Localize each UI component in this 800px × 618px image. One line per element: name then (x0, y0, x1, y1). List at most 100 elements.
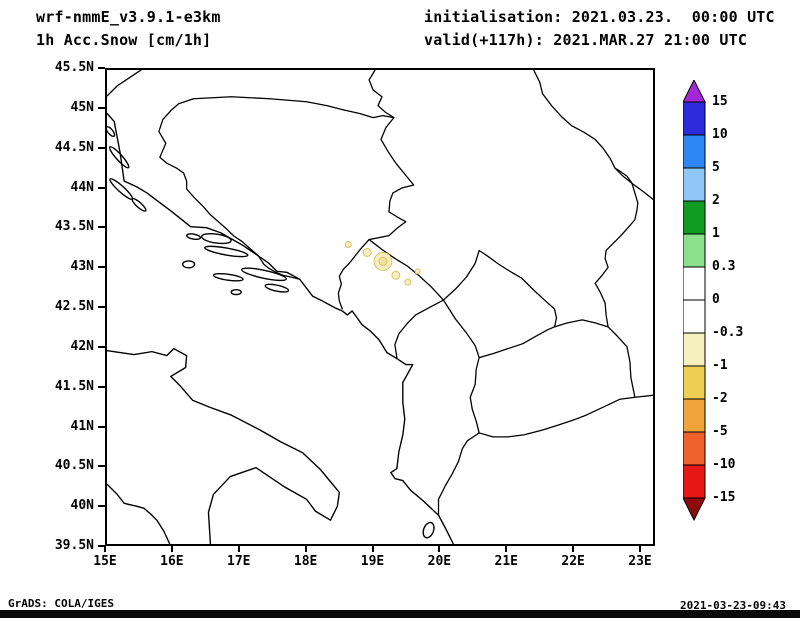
lat-tick-mark (98, 465, 105, 468)
border-serbia-bulgaria (594, 167, 639, 328)
border-croatia-bosnia-west (158, 98, 301, 280)
colorbar-segment (683, 398, 706, 433)
lon-tick-label: 16E (160, 554, 184, 569)
coastline-italy-tyrrhenian (107, 483, 171, 544)
colorbar-level-label: 1 (712, 226, 720, 241)
bottom-bar (0, 610, 800, 618)
colorbar-level-label: 15 (712, 94, 728, 109)
border-albania-macedonia (469, 356, 480, 434)
island (108, 146, 130, 169)
colorbar (683, 80, 706, 522)
lat-tick-label: 42.5N (54, 299, 94, 314)
lat-tick-mark (98, 345, 105, 348)
colorbar-level-label: 0 (712, 292, 720, 307)
map-svg (107, 70, 653, 544)
model-title: wrf-nmmE_v3.9.1-e3km (36, 8, 221, 26)
lat-tick-label: 43.5N (54, 219, 94, 235)
border-serbia-romania-danube (533, 70, 653, 201)
lon-tick-label: 22E (561, 554, 585, 569)
colorbar-segment (683, 134, 706, 169)
border-bosnia-serbia (368, 116, 415, 241)
border-macedonia-bulgaria (607, 326, 636, 398)
snow-accumulation-layer (344, 241, 421, 286)
border-croatia-bosnia-sava (192, 96, 395, 119)
lon-tick-mark (304, 546, 307, 552)
colorbar-level-label: 2 (712, 193, 720, 208)
lat-tick-mark (98, 385, 105, 388)
island (212, 272, 244, 282)
lat-tick-label: 44N (70, 179, 94, 195)
border-kosovo-macedonia (478, 326, 556, 359)
lat-tick-mark (98, 505, 105, 508)
colorbar-level-label: -1 (712, 358, 728, 373)
island (230, 288, 242, 296)
colorbar-level-label: 0.3 (712, 259, 736, 274)
island (109, 178, 134, 200)
lat-tick-label: 39.5N (54, 538, 94, 553)
lon-tick-label: 23E (628, 554, 652, 569)
colorbar-level-label: -2 (712, 391, 728, 406)
colorbar-level-label: 5 (712, 160, 720, 175)
colorbar-segment (683, 80, 706, 103)
snow-accumulation-spot (391, 270, 401, 280)
border-macedonia-greece (478, 394, 653, 438)
country-borders (107, 70, 653, 516)
colorbar-segment (683, 332, 706, 367)
lat-tick-mark (98, 226, 105, 229)
lon-tick-mark (572, 546, 575, 552)
lon-tick-label: 20E (427, 554, 452, 569)
colorbar-segment (683, 167, 706, 202)
lon-tick-label: 21E (494, 554, 518, 569)
colorbar-level-label: -10 (712, 457, 736, 472)
colorbar-segment (683, 266, 706, 301)
border-serbia-macedonia (553, 319, 609, 328)
coastline-italy-adriatic (107, 347, 341, 544)
border-montenegro-serbia (368, 238, 445, 301)
lon-tick-mark (371, 546, 374, 552)
lon-tick-label: 17E (227, 554, 251, 569)
lat-tick-mark (98, 266, 105, 269)
lat-tick-label: 41.5N (54, 378, 94, 394)
snow-accumulation-spot (378, 256, 388, 266)
border-albania-kosovo (442, 299, 480, 359)
island (131, 197, 147, 212)
colorbar-level-label: 10 (712, 127, 728, 142)
island (204, 245, 249, 258)
lat-tick-mark (98, 306, 105, 308)
lat-tick-mark (98, 146, 105, 149)
island (264, 283, 290, 293)
island (107, 125, 116, 138)
colorbar-level-label: -15 (712, 490, 736, 505)
island (200, 233, 232, 245)
lat-tick-label: 44.5N (54, 139, 94, 155)
border-albania-greece (437, 432, 480, 516)
creation-timestamp: 2021-03-23-09:43 (680, 599, 786, 612)
colorbar-segment (683, 299, 706, 334)
map-plot-area (105, 68, 655, 546)
lat-tick-mark (98, 545, 105, 547)
colorbar-segment (683, 431, 706, 466)
lon-tick-mark (505, 546, 508, 552)
lon-tick-mark (170, 546, 173, 552)
lat-tick-label: 43N (70, 259, 94, 275)
border-bosnia-montenegro (337, 238, 370, 310)
variable-title: 1h Acc.Snow [cm/1h] (36, 31, 212, 49)
lon-tick-mark (104, 546, 106, 552)
lat-tick-mark (98, 425, 105, 428)
initialisation-time: initialisation: 2021.03.23. 00:00 UTC (424, 8, 775, 26)
lat-tick-label: 45N (70, 99, 94, 115)
lat-tick-mark (98, 186, 105, 189)
lon-tick-label: 15E (93, 554, 117, 569)
island (181, 260, 196, 269)
colorbar-segment (683, 497, 706, 522)
grads-credit: GrADS: COLA/IGES (8, 597, 114, 610)
lat-tick-label: 45.5N (54, 60, 94, 75)
colorbar-level-label: -0.3 (712, 325, 744, 340)
coastline-balkan (107, 112, 455, 544)
lon-tick-mark (237, 546, 240, 552)
colorbar-level-label: -5 (712, 424, 728, 439)
lon-tick-mark (639, 546, 641, 552)
lon-tick-label: 18E (293, 554, 318, 569)
island (186, 233, 202, 241)
